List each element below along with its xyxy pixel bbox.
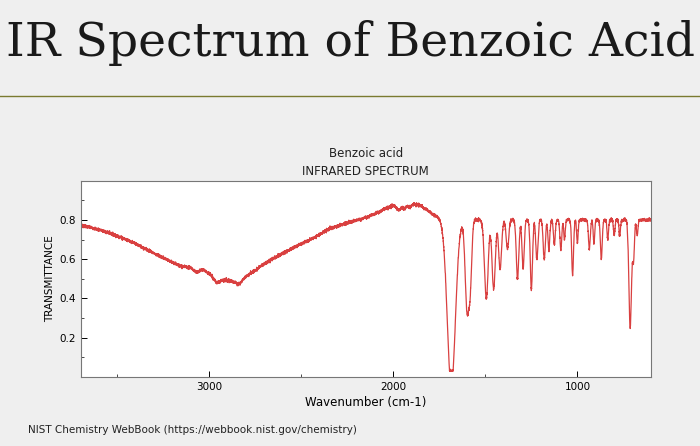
- Text: NIST Chemistry WebBook (https://webbook.nist.gov/chemistry): NIST Chemistry WebBook (https://webbook.…: [28, 425, 357, 435]
- Y-axis label: TRANSMITTANCE: TRANSMITTANCE: [45, 235, 55, 322]
- X-axis label: Wavenumber (cm-1): Wavenumber (cm-1): [305, 396, 426, 409]
- Title: Benzoic acid
INFRARED SPECTRUM: Benzoic acid INFRARED SPECTRUM: [302, 147, 429, 178]
- Text: IR Spectrum of Benzoic Acid: IR Spectrum of Benzoic Acid: [6, 20, 694, 66]
